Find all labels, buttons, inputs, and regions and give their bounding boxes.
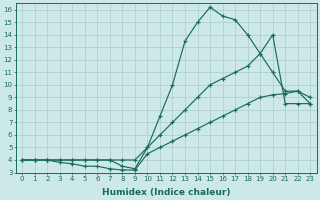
X-axis label: Humidex (Indice chaleur): Humidex (Indice chaleur)	[102, 188, 230, 197]
